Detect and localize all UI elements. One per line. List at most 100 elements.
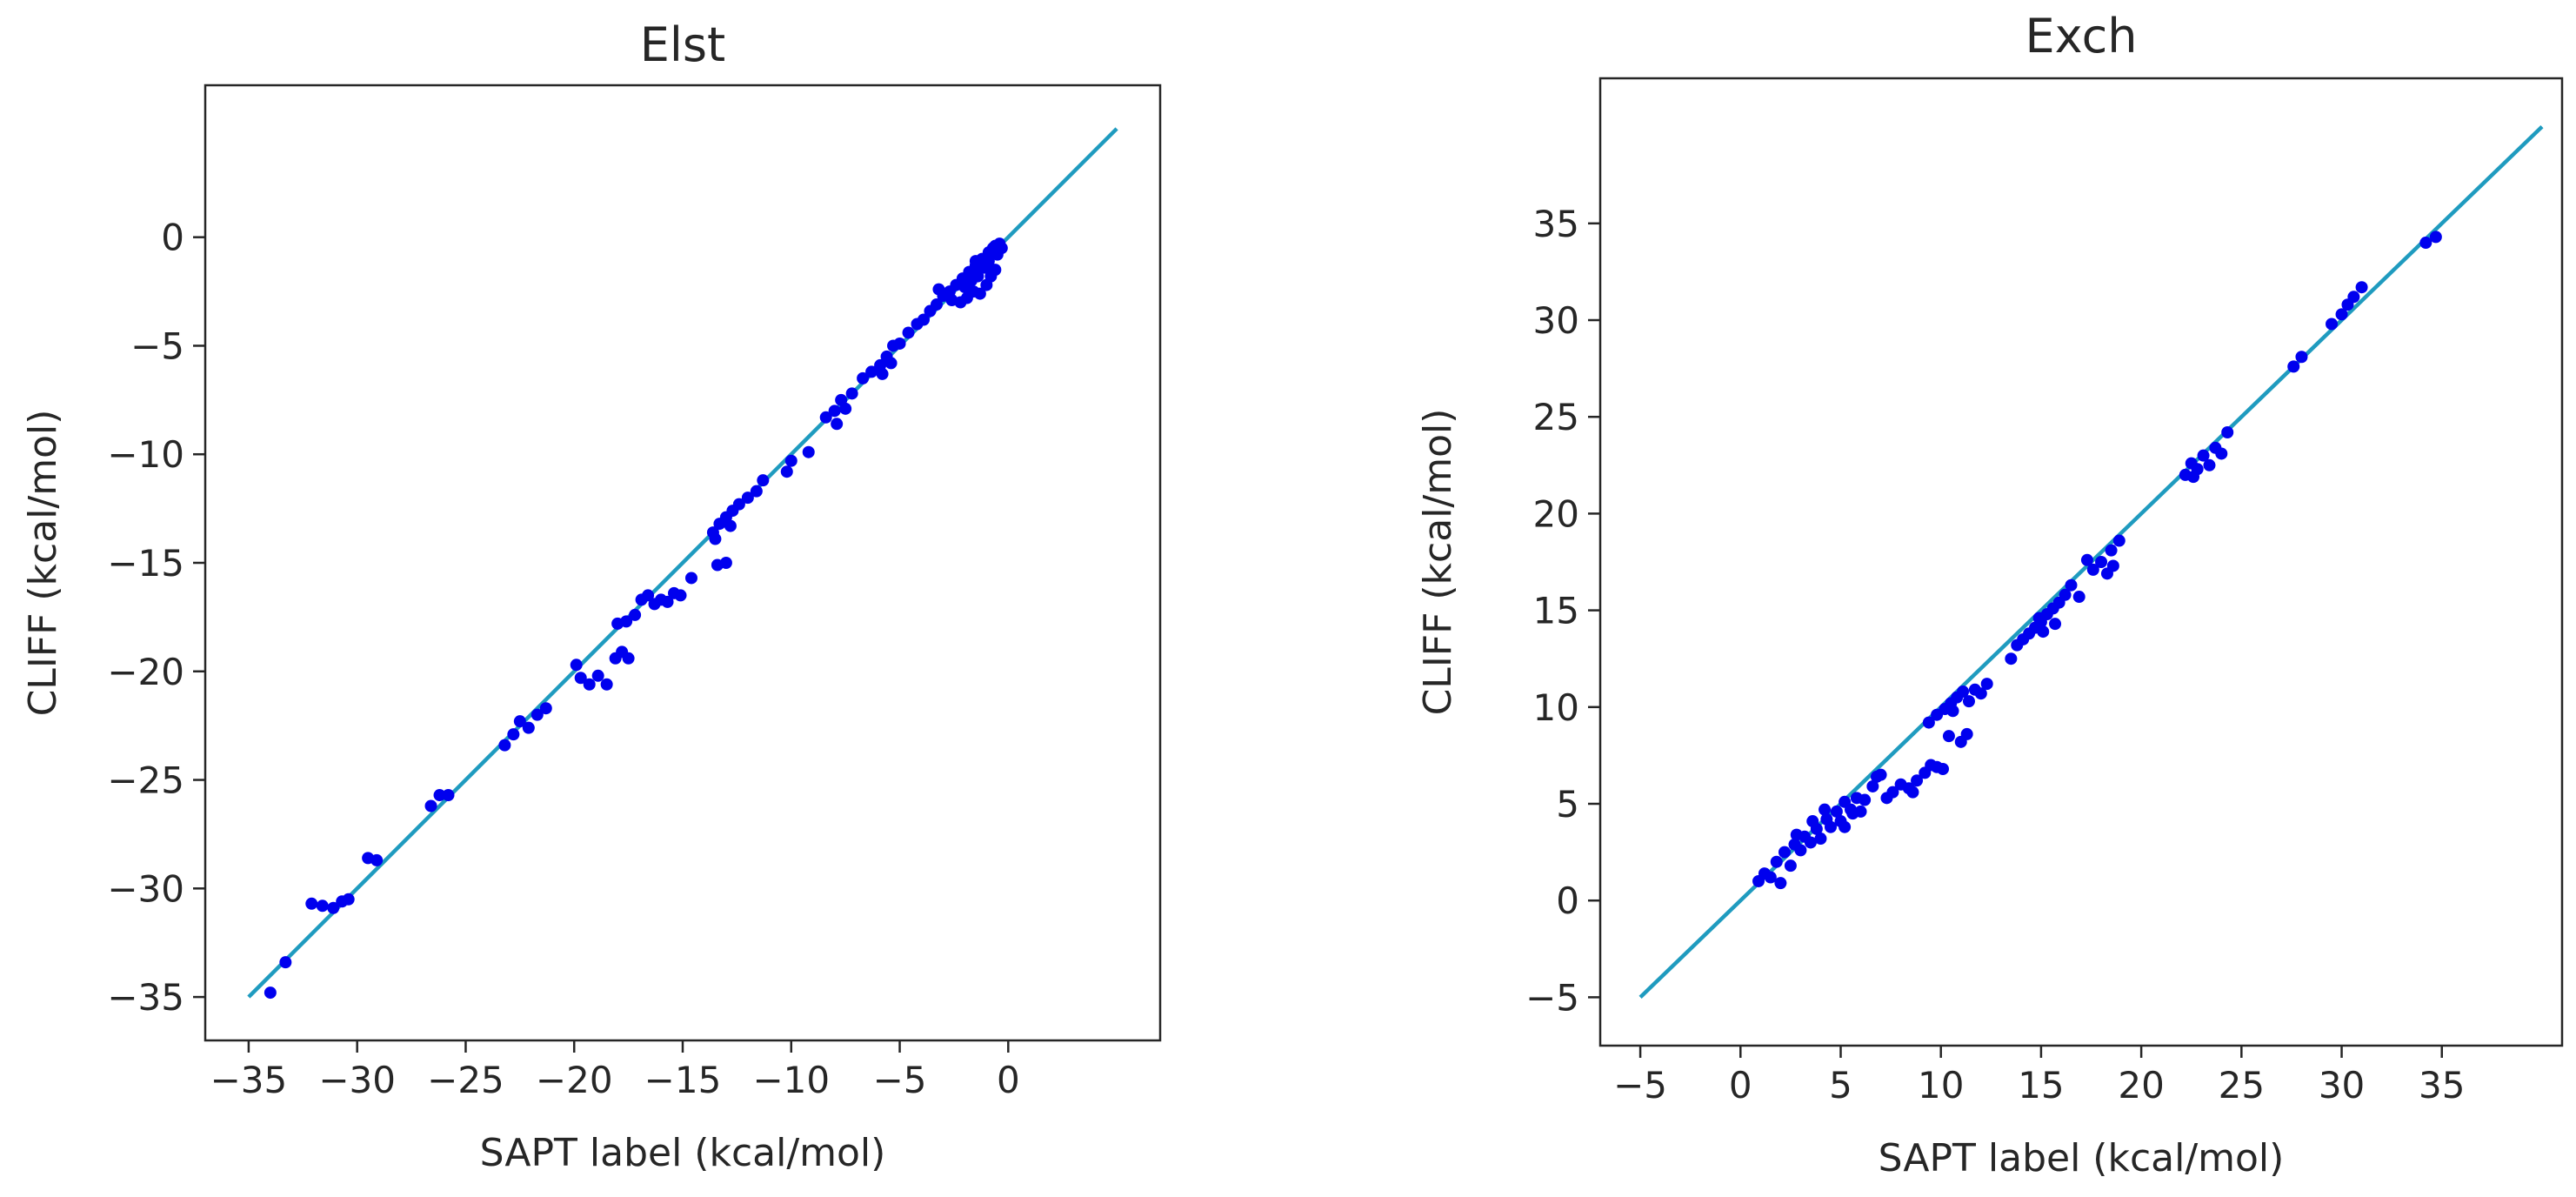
exch-point bbox=[2203, 458, 2216, 471]
exch-y-tick-label: 30 bbox=[1533, 299, 1579, 342]
elst-x-tick-label: −20 bbox=[536, 1059, 613, 1101]
exch-point bbox=[1937, 762, 1950, 775]
exch-point bbox=[2112, 534, 2126, 547]
elst-x-tick-label: −5 bbox=[873, 1059, 927, 1101]
exch-chart: −5 0 5 10 15 20 25 30 35 −5 0 5 10 15 20 25 30 35 Exch S… bbox=[1416, 9, 2564, 1180]
elst-point bbox=[370, 853, 384, 866]
elst-point bbox=[932, 283, 945, 296]
exch-point bbox=[1960, 727, 1973, 740]
elst-point bbox=[750, 485, 763, 498]
elst-x-tick-label: −35 bbox=[210, 1059, 288, 1101]
elst-y-tick-label: −35 bbox=[107, 976, 184, 1019]
elst-point bbox=[674, 589, 687, 602]
exch-point bbox=[2419, 237, 2433, 250]
elst-point bbox=[741, 492, 754, 505]
exch-x-tick-label: 5 bbox=[1829, 1064, 1852, 1107]
elst-y-tick-label: 0 bbox=[161, 217, 184, 259]
exch-point bbox=[1946, 705, 1959, 718]
exch-y-tick-label: 0 bbox=[1556, 879, 1579, 922]
exch-title: Exch bbox=[2025, 9, 2137, 64]
elst-point bbox=[620, 615, 633, 628]
elst-point bbox=[958, 281, 971, 294]
elst-point bbox=[574, 672, 587, 685]
exch-x-tick-label: −5 bbox=[1613, 1064, 1667, 1107]
elst-point bbox=[342, 893, 355, 906]
elst-points bbox=[264, 237, 1008, 1000]
elst-point bbox=[995, 242, 1008, 255]
exch-y-tick-label: 10 bbox=[1533, 686, 1579, 729]
elst-x-tick-label: −10 bbox=[752, 1059, 830, 1101]
exch-point bbox=[1830, 805, 1843, 818]
elst-point bbox=[629, 608, 642, 621]
elst-point bbox=[831, 418, 844, 431]
exch-x-tick-label: 0 bbox=[1729, 1064, 1752, 1107]
elst-point bbox=[498, 739, 511, 752]
elst-point bbox=[513, 715, 526, 728]
elst-point bbox=[600, 678, 613, 691]
exch-point bbox=[2059, 588, 2072, 601]
exch-point bbox=[2049, 618, 2062, 631]
exch-point bbox=[2355, 281, 2368, 294]
elst-x-tick-label: −25 bbox=[427, 1059, 504, 1101]
exch-x-tick-label: 35 bbox=[2419, 1064, 2465, 1107]
exch-x-axis-label: SAPT label (kcal/mol) bbox=[1879, 1136, 2285, 1180]
elst-x-tick-label: 0 bbox=[997, 1059, 1020, 1101]
exch-point bbox=[1819, 803, 1832, 816]
exch-point bbox=[2086, 563, 2099, 576]
elst-point bbox=[989, 264, 1002, 277]
elst-x-ticks: −35 −30 −25 −20 −15 −10 −5 0 bbox=[210, 1040, 1020, 1101]
elst-x-tick-label: −15 bbox=[644, 1059, 722, 1101]
exch-point bbox=[2072, 591, 2085, 604]
exch-point bbox=[2287, 360, 2300, 373]
elst-point bbox=[828, 405, 841, 418]
elst-point bbox=[433, 789, 446, 802]
exch-point bbox=[2335, 308, 2348, 321]
exch-point bbox=[1911, 774, 1924, 787]
elst-y-tick-label: −5 bbox=[130, 324, 184, 367]
exch-point bbox=[1784, 859, 1797, 873]
elst-point bbox=[570, 659, 583, 672]
elst-point bbox=[802, 445, 815, 458]
exch-point bbox=[1866, 779, 1879, 792]
exch-y-axis-label: CLIFF (kcal/mol) bbox=[1416, 409, 1460, 716]
exch-point bbox=[2215, 447, 2228, 460]
exch-y-tick-label: 20 bbox=[1533, 492, 1579, 535]
exch-point bbox=[1790, 828, 1803, 841]
elst-point bbox=[642, 589, 655, 602]
exch-point bbox=[1962, 695, 1975, 708]
exch-point bbox=[2429, 231, 2442, 244]
exch-points bbox=[1752, 231, 2442, 890]
elst-point bbox=[327, 901, 340, 914]
exch-plot-frame bbox=[1598, 77, 2564, 1047]
elst-point bbox=[531, 708, 544, 721]
elst-title: Elst bbox=[640, 17, 725, 72]
elst-point bbox=[930, 298, 943, 311]
elst-point bbox=[971, 270, 984, 283]
exch-y-tick-label: 15 bbox=[1533, 590, 1579, 632]
elst-point bbox=[316, 899, 329, 913]
exch-point bbox=[1774, 877, 1787, 890]
elst-point bbox=[982, 255, 995, 268]
exch-point bbox=[1974, 687, 1987, 700]
elst-point bbox=[591, 669, 604, 682]
elst-point bbox=[876, 367, 889, 380]
exch-x-tick-label: 10 bbox=[1918, 1064, 1964, 1107]
exch-point bbox=[2295, 351, 2308, 364]
exch-point bbox=[1870, 770, 1883, 783]
exch-point bbox=[2037, 625, 2050, 639]
elst-point bbox=[986, 242, 999, 255]
exch-x-tick-label: 15 bbox=[2018, 1064, 2064, 1107]
exch-point bbox=[1846, 807, 1859, 820]
exch-x-ticks: −5 0 5 10 15 20 25 30 35 bbox=[1613, 1046, 2465, 1107]
elst-point bbox=[780, 465, 793, 478]
exch-point bbox=[1814, 833, 1827, 846]
elst-point bbox=[917, 313, 930, 326]
elst-y-tick-label: −20 bbox=[107, 651, 184, 693]
exch-point bbox=[1806, 815, 1819, 828]
elst-point bbox=[884, 357, 898, 370]
elst-point bbox=[757, 474, 770, 487]
elst-point bbox=[661, 595, 674, 608]
elst-x-axis-label: SAPT label (kcal/mol) bbox=[480, 1131, 886, 1175]
exch-point bbox=[1794, 844, 1807, 857]
exch-point bbox=[1859, 793, 1872, 806]
